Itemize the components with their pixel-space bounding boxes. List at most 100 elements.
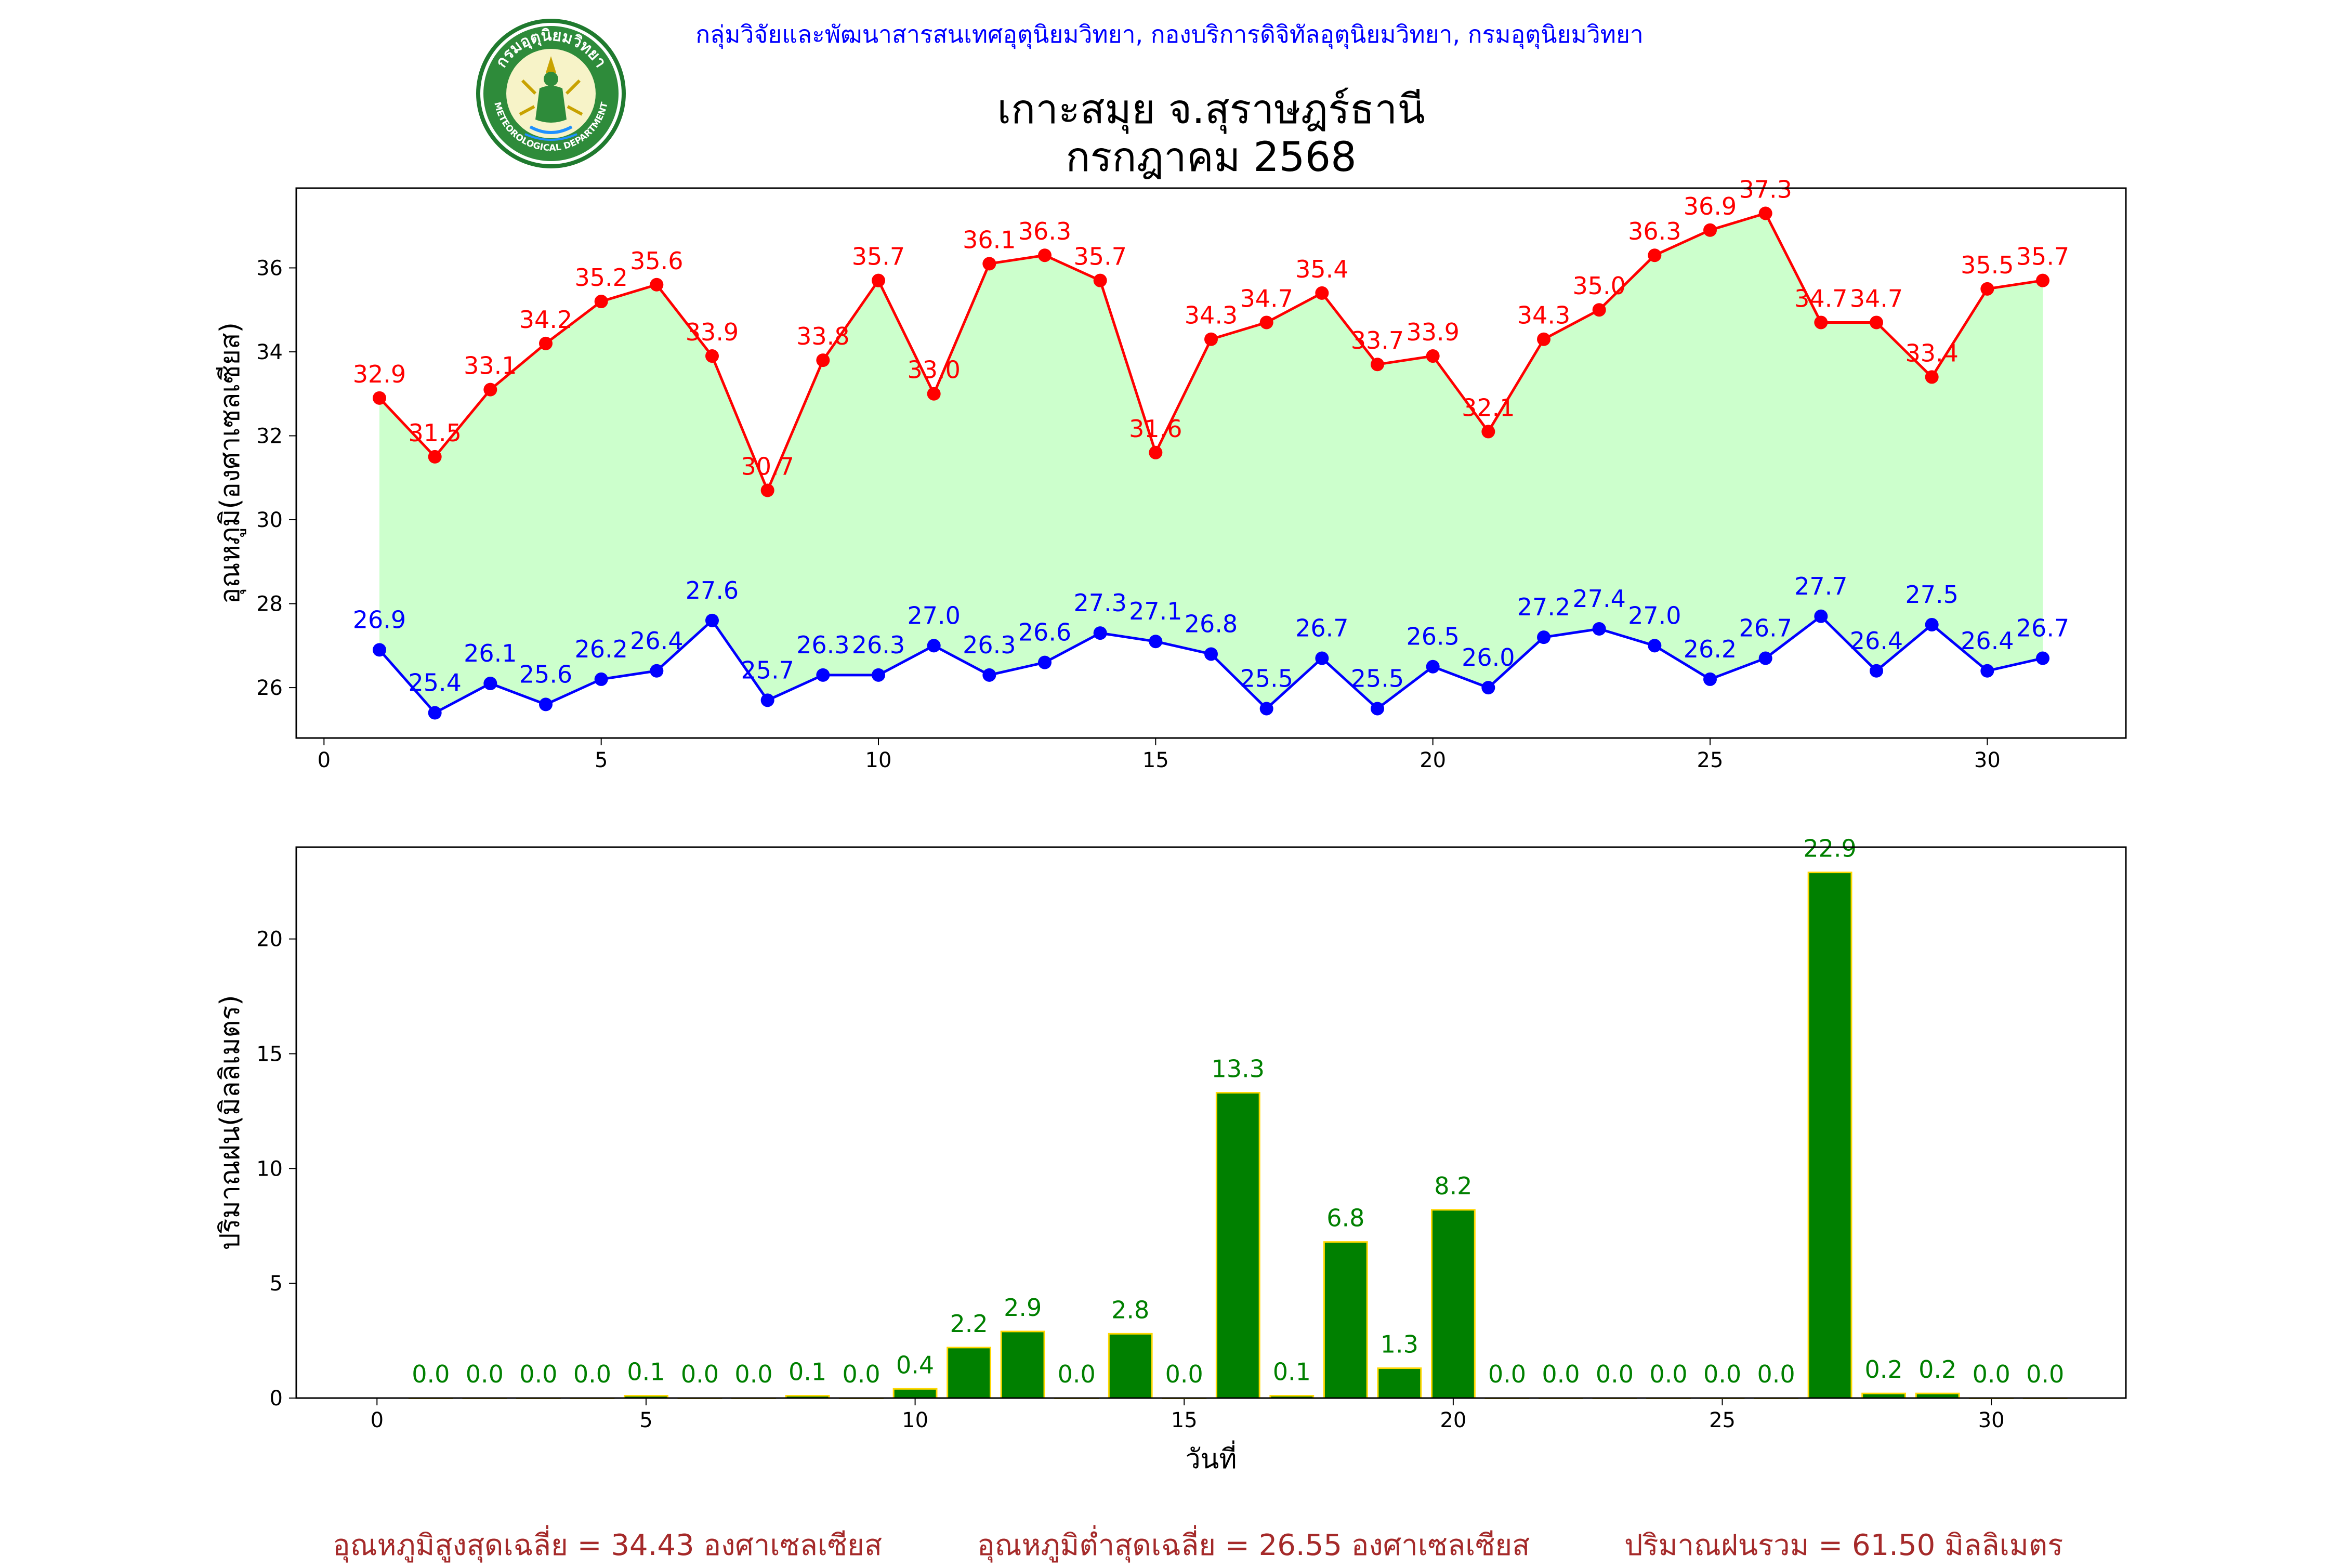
- max-temp-point: [373, 391, 386, 405]
- rain-y-tick-label: 15: [256, 1043, 283, 1066]
- rain-bar-label: 0.0: [1165, 1360, 1203, 1388]
- min-temp-label: 25.5: [1240, 664, 1293, 692]
- min-temp-point: [1481, 681, 1495, 695]
- max-temp-label: 35.0: [1572, 272, 1625, 300]
- min-temp-point: [1648, 639, 1662, 653]
- rain-y-tick-label: 5: [270, 1272, 283, 1296]
- max-temp-point: [872, 273, 885, 287]
- rain-bar-label: 0.0: [734, 1360, 772, 1388]
- min-temp-label: 26.9: [353, 605, 406, 634]
- max-temp-label: 34.3: [1517, 301, 1570, 330]
- rain-bar-label: 0.0: [1649, 1360, 1687, 1388]
- max-temp-label: 33.1: [464, 352, 517, 380]
- rain-bar-label: 13.3: [1212, 1055, 1265, 1083]
- max-temp-point: [1149, 445, 1163, 459]
- temp-y-tick-label: 32: [256, 425, 283, 449]
- deity-emblem-icon: [519, 56, 583, 141]
- rain-bar: [947, 1347, 992, 1399]
- rain-x-tick-label: 10: [902, 1408, 928, 1432]
- min-temp-point: [705, 613, 719, 627]
- rain-bar-label: 6.8: [1326, 1204, 1364, 1232]
- rain-y-tick-label: 0: [270, 1387, 283, 1411]
- temp-x-tick-label: 20: [1420, 748, 1446, 772]
- max-temp-point: [705, 349, 719, 363]
- rain-bar-label: 8.2: [1434, 1172, 1472, 1200]
- temp-y-tick-label: 34: [256, 340, 283, 364]
- rain-bar: [1377, 1367, 1422, 1399]
- min-temp-label: 27.7: [1794, 572, 1847, 600]
- max-temp-label: 34.3: [1185, 301, 1238, 330]
- max-temp-label: 35.6: [630, 247, 683, 275]
- rain-bar-label: 0.2: [1918, 1355, 1956, 1383]
- max-temp-point: [1537, 332, 1550, 346]
- max-temp-point: [1870, 315, 1883, 330]
- rain-bar-label: 22.9: [1803, 835, 1856, 863]
- min-temp-point: [1149, 635, 1163, 649]
- max-temp-label: 34.2: [519, 306, 572, 334]
- max-temp-label: 33.8: [796, 322, 849, 350]
- temp-x-tick-label: 30: [1974, 748, 2001, 772]
- max-temp-label: 34.7: [1850, 284, 1903, 312]
- max-temp-point: [483, 383, 497, 397]
- rain-bar-label: 0.0: [1488, 1360, 1526, 1388]
- rain-x-axis-label: วันที่: [1185, 1440, 1237, 1475]
- max-temp-point: [594, 295, 608, 309]
- min-temp-label: 27.0: [907, 601, 960, 629]
- max-temp-point: [1371, 358, 1384, 372]
- rain-y-tick-label: 20: [256, 928, 283, 952]
- min-temp-point: [1592, 622, 1606, 636]
- temp-x-tick-label: 10: [865, 748, 892, 772]
- max-temp-label: 35.7: [852, 243, 905, 271]
- temp-y-tick-label: 26: [256, 676, 283, 700]
- max-temp-point: [982, 257, 996, 271]
- temp-y-tick-label: 36: [256, 256, 283, 280]
- min-temp-label: 26.5: [1406, 623, 1459, 651]
- min-temp-point: [1259, 702, 1273, 716]
- min-temp-label: 25.4: [408, 669, 461, 697]
- title-period: กรกฎาคม 2568: [1066, 134, 1357, 181]
- rain-x-tick-label: 15: [1171, 1408, 1198, 1432]
- max-temp-point: [1980, 282, 1994, 296]
- min-temp-label: 26.7: [1739, 614, 1792, 642]
- temp-plot-frame: [295, 187, 2127, 739]
- min-temp-label: 26.4: [1850, 627, 1903, 655]
- max-temp-label: 37.3: [1739, 175, 1792, 203]
- min-temp-label: 27.3: [1073, 589, 1126, 617]
- temp-x-tick-label: 5: [595, 748, 608, 772]
- min-temp-point: [650, 664, 664, 678]
- min-temp-point: [1371, 702, 1384, 716]
- rain-bar-label: 0.0: [519, 1360, 557, 1388]
- min-temp-label: 26.3: [796, 631, 849, 659]
- max-temp-point: [1426, 349, 1440, 363]
- min-temp-point: [982, 668, 996, 682]
- max-temp-point: [2036, 273, 2049, 287]
- max-temp-point: [760, 483, 774, 497]
- max-temp-label: 33.9: [686, 318, 739, 346]
- rain-bar-label: 0.0: [412, 1360, 450, 1388]
- temp-range-fill: [379, 213, 2043, 713]
- min-temp-label: 27.5: [1905, 581, 1958, 609]
- min-temp-point: [1038, 655, 1052, 669]
- max-temp-point: [1204, 332, 1218, 346]
- max-temp-label: 36.1: [963, 226, 1016, 254]
- min-temp-label: 26.3: [852, 631, 905, 659]
- max-temp-point: [1259, 315, 1273, 330]
- temp-x-tick-label: 25: [1697, 748, 1724, 772]
- rain-plot-frame: [295, 846, 2127, 1399]
- max-temp-point: [539, 336, 553, 350]
- rain-bar-label: 0.0: [1757, 1360, 1795, 1388]
- min-temp-label: 26.3: [963, 631, 1016, 659]
- max-temp-label: 30.7: [741, 452, 794, 480]
- rain-bar-label: 0.1: [789, 1358, 826, 1386]
- max-temp-label: 35.7: [2016, 243, 2069, 271]
- max-temp-label: 36.9: [1684, 192, 1737, 220]
- rain-bar-label: 0.0: [681, 1360, 719, 1388]
- max-temp-label: 33.9: [1406, 318, 1459, 346]
- chart-title: เกาะสมุย จ.สุราษฎร์ธานี กรกฎาคม 2568: [780, 86, 1642, 181]
- rain-bar: [1215, 1092, 1260, 1399]
- min-temp-point: [1426, 660, 1440, 674]
- rain-bar: [1807, 872, 1852, 1399]
- rain-bar: [1000, 1330, 1045, 1399]
- min-temp-point: [1537, 630, 1550, 644]
- rain-bar-label: 2.8: [1111, 1296, 1149, 1324]
